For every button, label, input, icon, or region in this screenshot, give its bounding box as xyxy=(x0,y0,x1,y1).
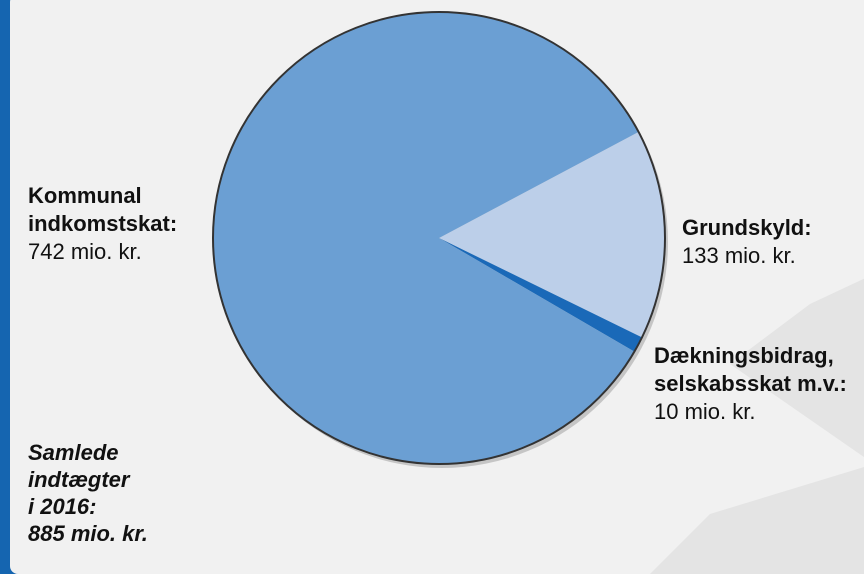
pie-chart xyxy=(212,11,668,468)
slice-name-line: Grundskyld: xyxy=(682,215,812,240)
slice-label-daekningsbidrag: Dækningsbidrag, selskabsskat m.v.: 10 mi… xyxy=(654,342,847,426)
slice-label-grundskyld: Grundskyld: 133 mio. kr. xyxy=(682,214,812,270)
slice-label-kommunal: Kommunal indkomstskat: 742 mio. kr. xyxy=(28,182,177,266)
total-line: 885 mio. kr. xyxy=(28,521,148,546)
slice-value: 133 mio. kr. xyxy=(682,243,796,268)
total-line: indtægter xyxy=(28,467,130,492)
slice-value: 742 mio. kr. xyxy=(28,239,142,264)
pie-slice-1 xyxy=(439,131,665,338)
pie-outline xyxy=(212,11,666,465)
slice-name-line: Kommunal xyxy=(28,183,142,208)
chart-panel: Kommunal indkomstskat: 742 mio. kr. Grun… xyxy=(10,0,864,574)
background-shape xyxy=(650,467,864,574)
pie-slice-2 xyxy=(439,238,642,352)
total-line: Samlede xyxy=(28,440,119,465)
slice-name-line: Dækningsbidrag, xyxy=(654,343,834,368)
total-revenue-note: Samlede indtægter i 2016: 885 mio. kr. xyxy=(28,439,148,547)
slice-name-line: selskabsskat m.v.: xyxy=(654,371,847,396)
background-decoration xyxy=(650,278,864,574)
background-shape xyxy=(730,278,864,458)
total-line: i 2016: xyxy=(28,494,97,519)
slice-value: 10 mio. kr. xyxy=(654,399,756,424)
pie-slice-0 xyxy=(212,12,639,465)
slice-name-line: indkomstskat: xyxy=(28,211,178,236)
